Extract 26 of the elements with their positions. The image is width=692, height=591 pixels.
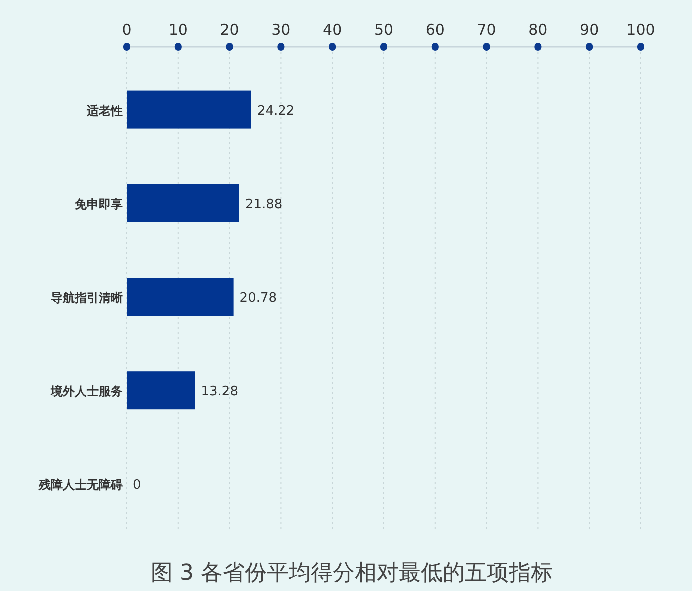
x-tick-label: 30 xyxy=(272,21,291,39)
y-tick-label: 导航指引清晰 xyxy=(51,291,123,305)
x-tick-label: 70 xyxy=(477,21,496,39)
data-label: 13.28 xyxy=(201,384,238,400)
x-tick-label: 50 xyxy=(374,21,394,39)
data-label: 0 xyxy=(133,478,142,494)
y-tick-label: 残障人士无障碍 xyxy=(38,478,123,492)
bar xyxy=(127,372,196,410)
text: 图 3 各省份平均得分相对最低的五项指标 xyxy=(151,561,553,586)
x-tick-label: 100 xyxy=(626,21,656,39)
x-tick-label: 20 xyxy=(220,21,240,39)
y-tick-label: 适老性 xyxy=(86,104,123,118)
data-label: 20.78 xyxy=(240,291,278,306)
x-tick-label: 60 xyxy=(426,21,445,39)
x-tick-label: 80 xyxy=(528,21,548,39)
bar xyxy=(127,184,240,222)
data-label: 21.88 xyxy=(245,197,283,212)
y-tick-label: 境外人士服务 xyxy=(50,384,123,399)
x-tick-label: 40 xyxy=(323,21,342,39)
bar xyxy=(127,90,252,129)
x-tick-label: 90 xyxy=(580,21,600,39)
x-tick-label: 0 xyxy=(122,21,132,39)
y-tick-label: 免申即享 xyxy=(74,197,123,212)
data-label: 24.22 xyxy=(257,104,295,119)
x-tick-label: 10 xyxy=(168,21,188,39)
bar xyxy=(127,278,234,316)
